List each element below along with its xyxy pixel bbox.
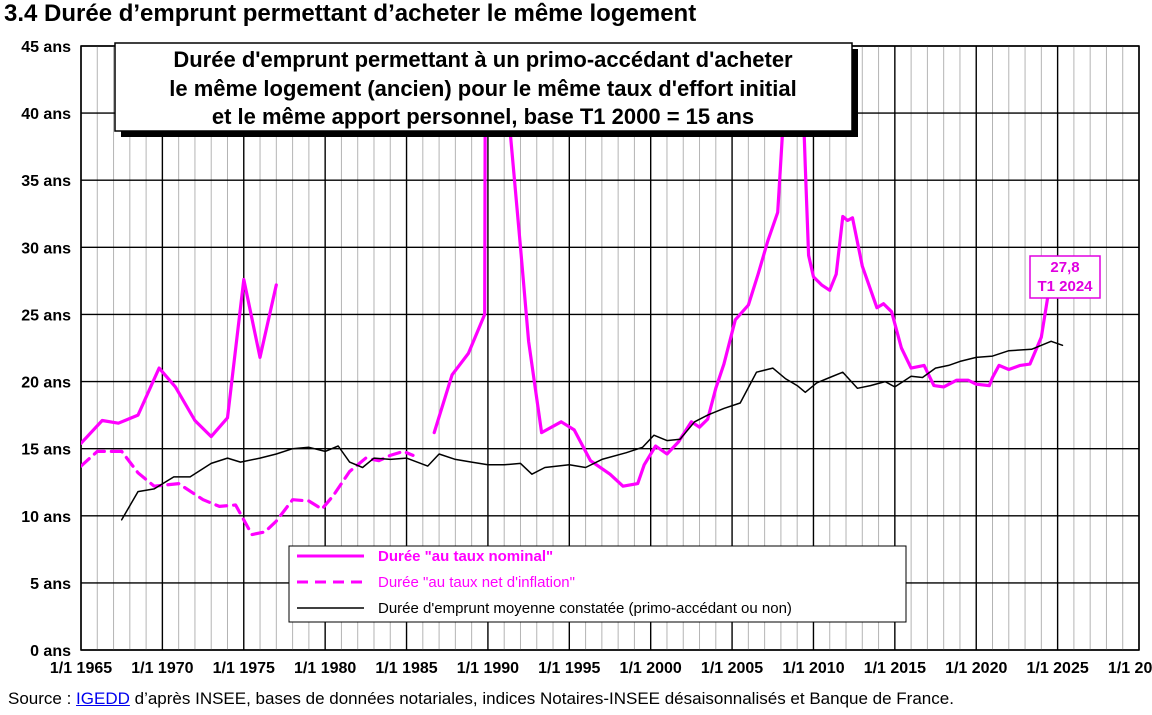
legend: Durée "au taux nominal" Durée "au taux n… <box>288 545 907 623</box>
y-tick-label: 10 ans <box>21 509 71 526</box>
y-axis: 0 ans 5 ans 10 ans 15 ans 20 ans 25 ans 30 ans… <box>21 39 71 660</box>
source-link[interactable]: IGEDD <box>76 689 130 708</box>
legend-label-nominal: Durée "au taux nominal" <box>378 548 553 565</box>
series-average-duration-line <box>120 340 1064 521</box>
legend-label-average: Durée d'emprunt moyenne constatée (primo… <box>378 600 792 617</box>
y-tick-label: 25 ans <box>21 307 71 324</box>
annotation-box <box>1029 255 1101 299</box>
legend-box <box>288 545 907 623</box>
series-nominal-line <box>799 46 1063 389</box>
y-tick-label: 40 ans <box>21 106 71 123</box>
grid-lines <box>80 45 1140 651</box>
line-chart: 0 ans 5 ans 10 ans 15 ans 20 ans 25 ans 30 ans… <box>21 39 1152 677</box>
y-tick-label: 45 ans <box>21 39 71 56</box>
annotation-value: 27,8 <box>1050 259 1079 276</box>
x-tick-label: 1/1 2010 <box>782 660 844 677</box>
x-tick-label: 1/1 1965 <box>50 660 112 677</box>
x-tick-label: 1/1 2020 <box>945 660 1007 677</box>
series-nominal-line <box>432 46 487 435</box>
chart-inset-title: Durée d'emprunt permettant à un primo-ac… <box>114 42 858 137</box>
series-layer <box>81 46 1064 537</box>
series-nominal-line <box>81 277 278 445</box>
x-tick-label: 1/1 2000 <box>620 660 682 677</box>
x-tick-label: 1/1 2030 <box>1108 660 1152 677</box>
y-tick-label: 5 ans <box>30 576 71 593</box>
x-tick-label: 1/1 1970 <box>131 660 193 677</box>
annotation-period: T1 2024 <box>1037 278 1093 295</box>
y-tick-label: 30 ans <box>21 240 71 257</box>
inset-title-line-3: et le même apport personnel, base T1 200… <box>212 104 754 129</box>
last-value-annotation: 27,8 T1 2024 <box>1029 255 1101 299</box>
x-tick-label: 1/1 1975 <box>213 660 275 677</box>
x-axis: 1/1 1965 1/1 1970 1/1 1975 1/1 1980 1/1 1985… <box>50 660 1152 677</box>
inset-title-line-1: Durée d'emprunt permettant à un primo-ac… <box>173 47 793 72</box>
y-tick-label: 15 ans <box>21 442 71 459</box>
x-tick-label: 1/1 1995 <box>538 660 600 677</box>
x-tick-label: 1/1 1985 <box>375 660 437 677</box>
x-tick-label: 1/1 1980 <box>294 660 356 677</box>
legend-label-net-inflation: Durée "au taux net d'inflation" <box>378 574 575 591</box>
x-tick-label: 1/1 1990 <box>457 660 519 677</box>
series-nominal-line <box>502 46 786 488</box>
inset-title-line-2: le même logement (ancien) pour le même t… <box>169 76 796 101</box>
x-tick-label: 1/1 2015 <box>864 660 926 677</box>
y-tick-label: 35 ans <box>21 173 71 190</box>
figure-title: 3.4 Durée d’emprunt permettant d’acheter… <box>4 0 697 27</box>
y-tick-label: 0 ans <box>30 643 71 660</box>
x-tick-label: 1/1 2005 <box>701 660 763 677</box>
y-tick-label: 20 ans <box>21 375 71 392</box>
source-prefix: Source : <box>8 689 77 708</box>
source-suffix: d’après INSEE, bases de données notarial… <box>129 689 954 708</box>
x-tick-label: 1/1 2025 <box>1026 660 1088 677</box>
source-note: Source : IGEDD d’après INSEE, bases de d… <box>8 689 954 709</box>
inset-title-box <box>114 42 853 132</box>
